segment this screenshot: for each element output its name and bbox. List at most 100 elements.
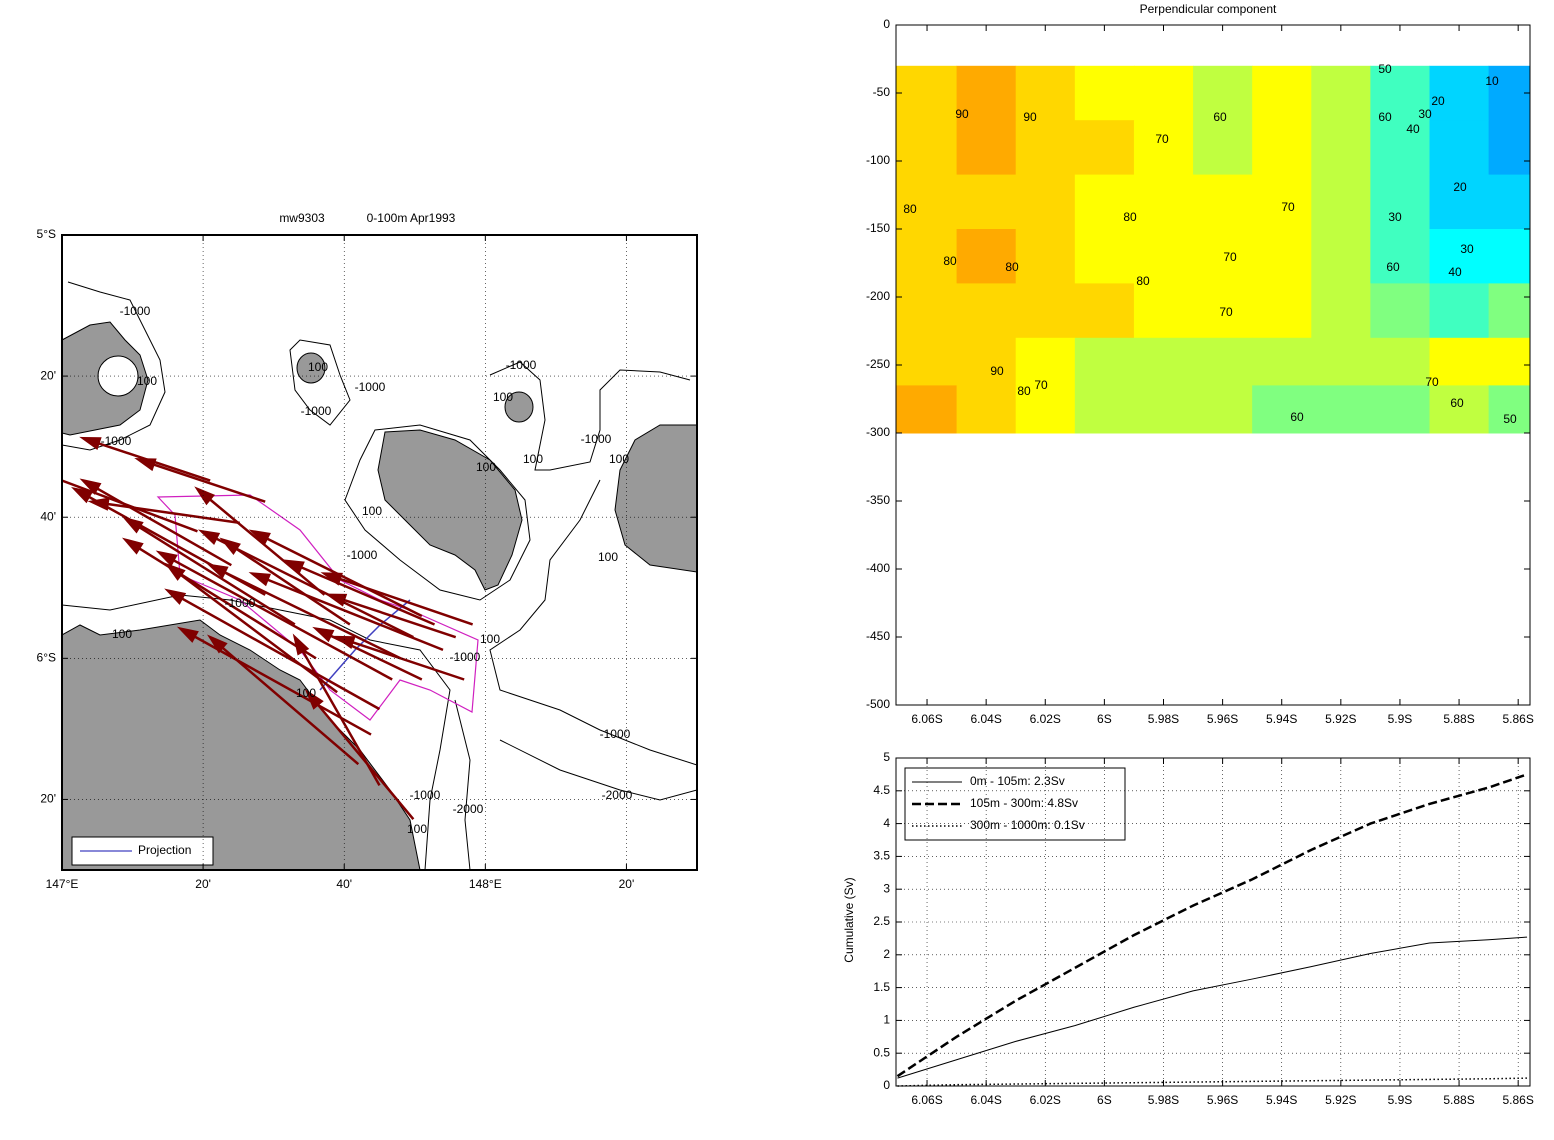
velocity-arrow bbox=[324, 593, 457, 639]
contour-cell bbox=[1488, 229, 1531, 284]
y-tick-label: 5 bbox=[883, 750, 890, 764]
contour-cell bbox=[1311, 120, 1371, 176]
x-tick-label: 6.04S bbox=[970, 712, 1001, 726]
contour-cell bbox=[1193, 229, 1253, 284]
contour-cell bbox=[956, 337, 1017, 386]
contour-label: 40 bbox=[1406, 122, 1420, 136]
contour-label: 60 bbox=[1378, 110, 1392, 124]
contour-cell bbox=[1193, 337, 1253, 386]
y-tick-label: 2.5 bbox=[873, 914, 890, 928]
contour-cell bbox=[1370, 174, 1431, 230]
contour-label: 60 bbox=[1290, 410, 1304, 424]
contour-label: 60 bbox=[1450, 396, 1464, 410]
y-tick-label: -50 bbox=[873, 85, 891, 99]
contour-cell bbox=[956, 174, 1017, 230]
contour-cell bbox=[1488, 283, 1531, 339]
contour-cell bbox=[1370, 283, 1431, 339]
contour-title: Perpendicular component bbox=[1140, 2, 1277, 16]
projection-line bbox=[319, 599, 411, 691]
contour-cell bbox=[1074, 283, 1135, 339]
contour-cell bbox=[1311, 65, 1371, 121]
x-tick-label: 5.9S bbox=[1388, 1093, 1413, 1107]
contour-label: 70 bbox=[1219, 305, 1233, 319]
contour-line bbox=[454, 699, 471, 870]
y-tick-label: 2 bbox=[883, 947, 890, 961]
contour-cell bbox=[1311, 337, 1371, 386]
y-tick-label: -250 bbox=[866, 357, 890, 371]
y-axis-label: Cumulative (Sv) bbox=[842, 877, 856, 962]
contour-label: 90 bbox=[955, 107, 969, 121]
contour-cell bbox=[896, 174, 958, 230]
y-tick-label: 1.5 bbox=[873, 980, 890, 994]
velocity-arrow bbox=[248, 529, 423, 618]
contour-cell bbox=[1015, 174, 1076, 230]
velocity-arrow bbox=[155, 550, 393, 681]
contour-cell bbox=[956, 283, 1017, 339]
contour-cell bbox=[1429, 120, 1490, 176]
x-tick-label: 6.06S bbox=[911, 1093, 942, 1107]
y-tick-label: 6°S bbox=[37, 651, 56, 665]
contour-cell bbox=[1252, 337, 1312, 386]
contour-cell bbox=[1133, 229, 1194, 284]
x-tick-label: 6.02S bbox=[1030, 712, 1061, 726]
y-tick-label: -100 bbox=[866, 153, 890, 167]
contour-line bbox=[499, 739, 697, 801]
velocity-arrow bbox=[312, 626, 423, 681]
contour-cell bbox=[1429, 229, 1490, 284]
contour-label: 100 bbox=[112, 627, 132, 641]
contour-cell bbox=[1015, 385, 1076, 434]
legend-label: 0m - 105m: 2.3Sv bbox=[970, 774, 1065, 788]
contour-label: 100 bbox=[493, 390, 513, 404]
contour-label: 100 bbox=[308, 360, 328, 374]
axes-box bbox=[895, 24, 1531, 706]
x-tick-label: 6.02S bbox=[1030, 1093, 1061, 1107]
y-tick-label: 4 bbox=[883, 816, 890, 830]
x-tick-label: 5.86S bbox=[1502, 712, 1533, 726]
contour-label: -1000 bbox=[506, 358, 537, 372]
cruise-track bbox=[156, 494, 479, 721]
contour-label: -2000 bbox=[453, 802, 484, 816]
y-tick-label: -150 bbox=[866, 221, 890, 235]
contour-cell bbox=[1193, 65, 1253, 121]
y-tick-label: 3.5 bbox=[873, 849, 890, 863]
contour-cell bbox=[1311, 229, 1371, 284]
contour-line bbox=[489, 361, 691, 471]
contour-label: 20 bbox=[1431, 94, 1445, 108]
y-tick-label: -300 bbox=[866, 425, 890, 439]
contour-line bbox=[62, 594, 451, 870]
contour-line bbox=[344, 424, 531, 601]
x-tick-label: 5.92S bbox=[1325, 712, 1356, 726]
y-tick-label: -350 bbox=[866, 493, 890, 507]
contour-cell bbox=[1133, 283, 1194, 339]
y-tick-label: 20' bbox=[40, 368, 56, 382]
contour-label: 60 bbox=[1386, 260, 1400, 274]
contour-cell bbox=[1074, 120, 1135, 176]
contour-cell bbox=[1193, 385, 1253, 434]
contour-cell bbox=[1252, 385, 1312, 434]
contour-cell bbox=[1370, 120, 1431, 176]
contour-label: 100 bbox=[523, 452, 543, 466]
x-tick-label: 5.92S bbox=[1325, 1093, 1356, 1107]
contour-cell bbox=[1015, 283, 1076, 339]
contour-cell bbox=[1133, 174, 1194, 230]
contour-cell bbox=[1311, 283, 1371, 339]
contour-label: 80 bbox=[943, 254, 957, 268]
x-tick-label: 5.88S bbox=[1443, 1093, 1474, 1107]
contour-cell bbox=[1488, 174, 1531, 230]
velocity-arrow bbox=[121, 537, 317, 660]
contour-label: 90 bbox=[990, 364, 1004, 378]
velocity-arrow bbox=[87, 497, 240, 525]
contour-label: 100 bbox=[476, 460, 496, 474]
velocity-arrow bbox=[79, 436, 211, 482]
contour-label: -1000 bbox=[120, 304, 151, 318]
y-tick-label: 0.5 bbox=[873, 1045, 890, 1059]
x-tick-label: 5.94S bbox=[1266, 712, 1297, 726]
contour-label: -1000 bbox=[101, 434, 132, 448]
contour-cell bbox=[1074, 337, 1135, 386]
contour-label: 30 bbox=[1388, 210, 1402, 224]
contour-cell bbox=[1074, 174, 1135, 230]
contour-label: 100 bbox=[137, 374, 157, 388]
contour-label: 70 bbox=[1223, 250, 1237, 264]
x-tick-label: 148°E bbox=[469, 877, 502, 891]
contour-cell bbox=[1429, 283, 1490, 339]
